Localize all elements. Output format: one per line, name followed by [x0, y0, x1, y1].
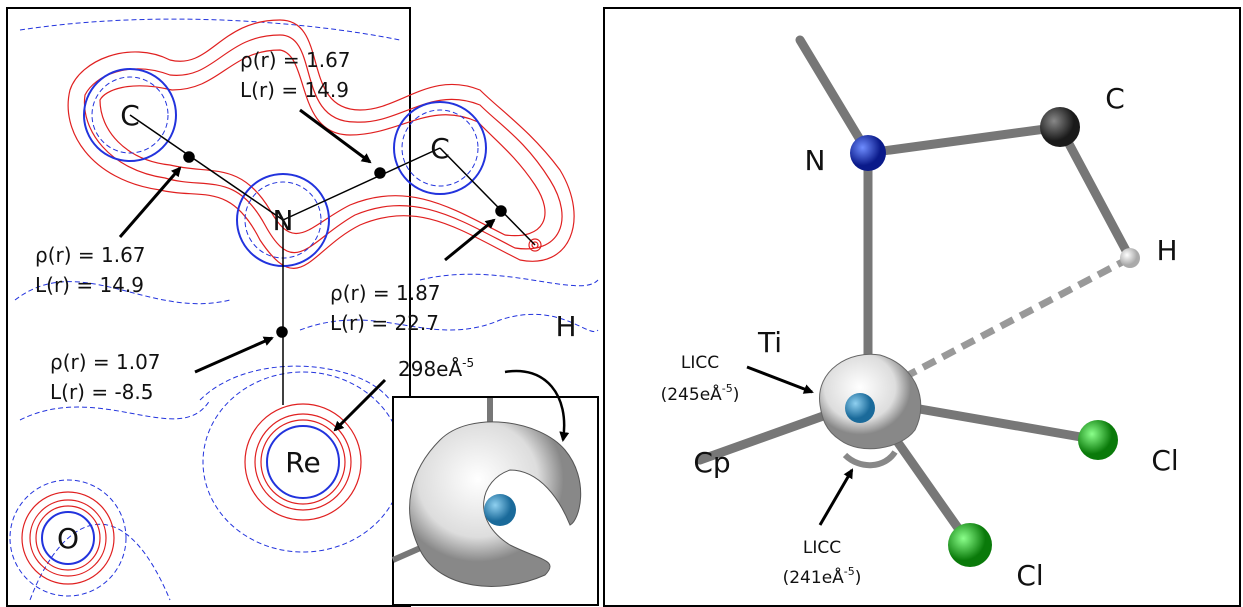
atom [1040, 107, 1080, 147]
atom-label: C [120, 99, 140, 132]
panel-frame [7, 8, 410, 606]
licc-label: LICC [681, 353, 719, 373]
atom [1120, 248, 1140, 268]
label-sup: -5 [462, 356, 474, 370]
licc-label: LICC [803, 538, 841, 558]
atom-label: H [1156, 234, 1177, 267]
atom-label: H [555, 310, 576, 343]
value-sup: -5 [844, 565, 855, 578]
density-label: ρ(r) = 1.67 [240, 48, 351, 72]
atom-label: Ti [757, 326, 782, 359]
atom-label: Cp [693, 446, 730, 479]
atom-label: N [805, 144, 826, 177]
laplacian-label: L(r) = 14.9 [35, 273, 144, 297]
left-panel: C N C Re O H ρ(r) = 1.67 L(r) = 14.9 ρ(r… [7, 8, 598, 606]
atom [1078, 420, 1118, 460]
density-label: ρ(r) = 1.87 [330, 281, 441, 305]
laplacian-label: L(r) = -8.5 [50, 380, 153, 404]
atom [948, 523, 992, 567]
atom [845, 393, 875, 423]
value-base: (245eÅ [661, 383, 723, 405]
label-base: 298eÅ [398, 357, 462, 381]
value-base: (241eÅ [783, 566, 845, 588]
atom-label: O [57, 522, 79, 555]
inset-label: 298eÅ-5 [398, 356, 474, 381]
atom-label: C [1105, 82, 1125, 115]
panel-frame [604, 8, 1240, 606]
atom-label: C [430, 132, 450, 165]
value-end: ) [733, 385, 740, 405]
atom-label: Cl [1016, 559, 1043, 592]
atom [850, 135, 886, 171]
right-panel: N C H Ti Cl Cl Cp LICC (245eÅ-5) LICC (2… [604, 8, 1240, 606]
inset [393, 397, 598, 605]
laplacian-label: L(r) = 14.9 [240, 78, 349, 102]
density-label: ρ(r) = 1.67 [35, 243, 146, 267]
figure: C N C Re O H ρ(r) = 1.67 L(r) = 14.9 ρ(r… [0, 0, 1243, 607]
value-sup: -5 [722, 382, 733, 395]
value-end: ) [855, 568, 862, 588]
atom-label: Cl [1151, 444, 1178, 477]
laplacian-label: L(r) = 22.7 [330, 311, 439, 335]
atom-label: Re [285, 446, 320, 479]
atom-label: N [273, 204, 294, 237]
density-label: ρ(r) = 1.07 [50, 350, 161, 374]
